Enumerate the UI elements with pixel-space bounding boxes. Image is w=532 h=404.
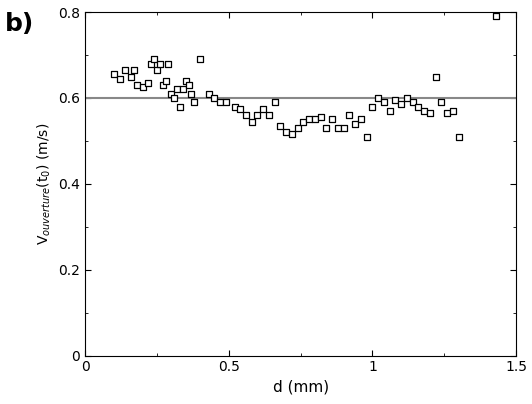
Point	[431, 73, 440, 80]
Point	[299, 118, 307, 125]
Point	[115, 76, 124, 82]
Point	[397, 101, 405, 107]
Point	[196, 56, 204, 63]
Point	[391, 97, 400, 103]
Point	[130, 67, 138, 73]
Point	[127, 73, 135, 80]
Point	[259, 105, 268, 112]
Point	[173, 86, 181, 93]
Point	[322, 125, 331, 131]
Point	[204, 90, 213, 97]
Point	[368, 103, 377, 110]
Y-axis label: V$_{ouverture}$(t$_0$) (m/s): V$_{ouverture}$(t$_0$) (m/s)	[35, 123, 53, 245]
Point	[339, 125, 348, 131]
Point	[443, 110, 451, 116]
Point	[294, 125, 302, 131]
Point	[236, 105, 245, 112]
Point	[242, 112, 250, 118]
Point	[305, 116, 313, 123]
Point	[351, 120, 360, 127]
Point	[311, 116, 319, 123]
X-axis label: d (mm): d (mm)	[272, 380, 329, 395]
Point	[159, 82, 167, 88]
Point	[492, 13, 500, 20]
Point	[454, 133, 463, 140]
Point	[170, 95, 178, 101]
Point	[176, 103, 184, 110]
Point	[362, 133, 371, 140]
Point	[380, 99, 388, 105]
Point	[282, 129, 290, 136]
Point	[179, 86, 187, 93]
Point	[448, 107, 457, 114]
Point	[437, 99, 446, 105]
Point	[328, 116, 336, 123]
Point	[144, 80, 153, 86]
Point	[164, 60, 173, 67]
Point	[334, 125, 342, 131]
Point	[253, 112, 262, 118]
Point	[317, 114, 325, 120]
Point	[420, 107, 428, 114]
Point	[210, 95, 219, 101]
Point	[426, 110, 434, 116]
Point	[138, 84, 147, 90]
Point	[167, 90, 176, 97]
Point	[216, 99, 225, 105]
Point	[181, 78, 190, 84]
Point	[230, 103, 239, 110]
Point	[356, 116, 365, 123]
Point	[187, 90, 196, 97]
Point	[403, 95, 411, 101]
Point	[161, 78, 170, 84]
Point	[110, 71, 118, 78]
Point	[184, 82, 193, 88]
Point	[270, 99, 279, 105]
Point	[247, 118, 256, 125]
Point	[345, 112, 354, 118]
Point	[265, 112, 273, 118]
Point	[155, 60, 164, 67]
Point	[374, 95, 383, 101]
Point	[385, 107, 394, 114]
Point	[147, 60, 155, 67]
Point	[276, 123, 285, 129]
Point	[288, 131, 296, 138]
Point	[153, 67, 161, 73]
Point	[190, 99, 198, 105]
Point	[414, 103, 422, 110]
Text: b): b)	[5, 12, 35, 36]
Point	[121, 67, 130, 73]
Point	[409, 99, 417, 105]
Point	[222, 99, 230, 105]
Point	[132, 82, 141, 88]
Point	[150, 56, 159, 63]
